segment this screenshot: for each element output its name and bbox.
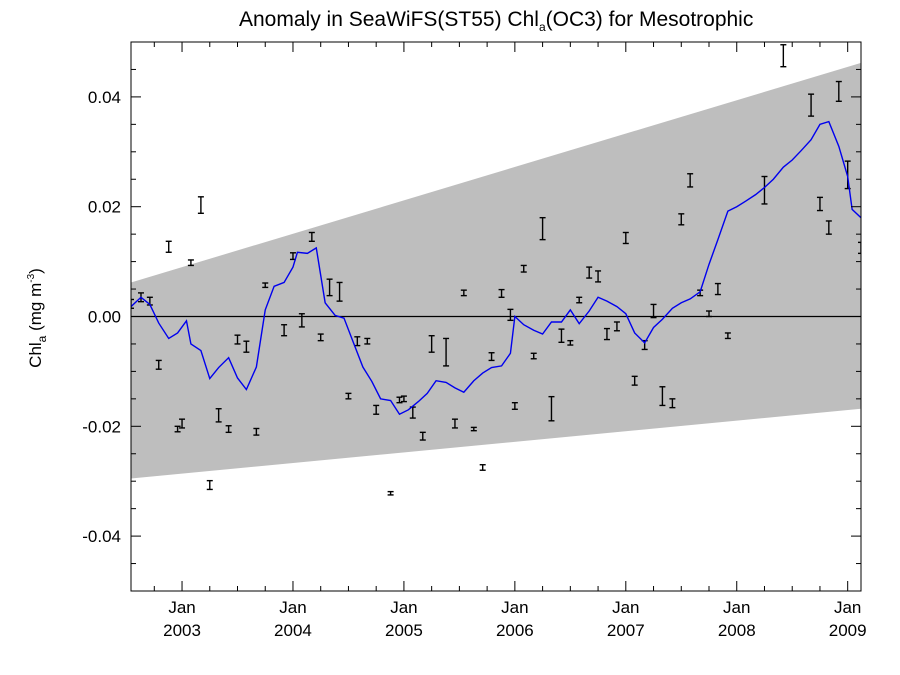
- error-bar-23: [345, 392, 352, 400]
- x-tick-label-month-5: Jan: [723, 598, 750, 617]
- error-bar-19: [308, 231, 315, 242]
- x-tick-label-year-1: 2004: [274, 621, 312, 640]
- error-bar-25: [364, 337, 371, 345]
- error-bar-3: [155, 359, 162, 370]
- error-bar-38: [488, 352, 495, 362]
- error-bar-22: [336, 281, 343, 302]
- error-bar-54: [631, 375, 638, 386]
- x-tick-label-month-1: Jan: [279, 598, 306, 617]
- error-bar-42: [520, 264, 527, 273]
- error-bar-50: [595, 270, 602, 283]
- error-bar-4: [165, 240, 172, 253]
- error-bar-14: [253, 427, 260, 436]
- error-bar-57: [659, 386, 666, 407]
- error-bar-45: [548, 395, 555, 422]
- y-tick-label-2: 0.00: [88, 308, 121, 327]
- error-bar-5: [174, 425, 181, 433]
- error-bar-40: [507, 308, 514, 322]
- y-tick-label-1: -0.02: [82, 417, 121, 436]
- error-bar-39: [498, 288, 505, 298]
- chart-title: Anomaly in SeaWiFS(ST55) Chla(OC3) for M…: [239, 8, 754, 34]
- error-bar-0: [131, 298, 134, 309]
- y-tick-label-4: 0.04: [88, 88, 121, 107]
- error-bar-26: [373, 404, 380, 415]
- error-bar-62: [706, 310, 713, 318]
- error-bar-51: [603, 327, 610, 341]
- y-tick-label-3: 0.02: [88, 198, 121, 217]
- anomaly-series-line: [131, 120, 861, 416]
- error-bar-56: [650, 303, 657, 319]
- error-bar-60: [687, 173, 694, 188]
- error-bar-28: [396, 396, 403, 404]
- x-tick-label-year-2: 2005: [385, 621, 423, 640]
- x-tick-label-month-4: Jan: [612, 598, 639, 617]
- x-tick-label-month-0: Jan: [168, 598, 195, 617]
- x-tick-label-month-2: Jan: [390, 598, 417, 617]
- error-bar-12: [234, 334, 241, 345]
- error-bar-43: [530, 352, 537, 360]
- x-tick-label-year-5: 2008: [718, 621, 756, 640]
- error-bar-41: [511, 401, 518, 410]
- error-bar-6: [179, 418, 186, 429]
- confidence-band: [131, 62, 861, 479]
- error-bar-10: [215, 408, 222, 423]
- x-tick-label-year-4: 2007: [607, 621, 645, 640]
- error-bar-70: [835, 80, 842, 102]
- error-bar-31: [419, 431, 426, 441]
- error-bar-48: [576, 296, 583, 304]
- error-bar-64: [724, 332, 731, 340]
- error-bar-46: [558, 328, 565, 344]
- error-bar-27: [387, 490, 394, 496]
- error-bar-49: [586, 266, 593, 279]
- error-bar-66: [780, 44, 787, 68]
- error-bar-58: [669, 398, 676, 409]
- error-bar-59: [678, 213, 685, 226]
- error-bar-15: [262, 282, 269, 289]
- x-tick-label-year-6: 2009: [829, 621, 867, 640]
- error-bar-47: [567, 339, 574, 346]
- error-bar-68: [816, 196, 823, 212]
- x-tick-label-year-0: 2003: [163, 621, 201, 640]
- error-bar-69: [825, 220, 832, 235]
- x-tick-label-month-3: Jan: [501, 598, 528, 617]
- x-axis: Jan 2003 Jan 2004 Jan 2005 Jan 2006 Jan 2007 Jan 20…: [153, 42, 867, 640]
- error-bar-20: [317, 333, 324, 342]
- y-axis: -0.04 -0.02 0.00 0.02 0.04: [82, 41, 861, 592]
- error-bars: [131, 44, 861, 496]
- x-tick-label-year-3: 2006: [496, 621, 534, 640]
- error-bar-7: [187, 259, 194, 267]
- error-bar-9: [206, 479, 213, 491]
- error-bar-72: [858, 241, 861, 255]
- error-bar-63: [714, 282, 721, 296]
- error-bar-53: [622, 231, 629, 245]
- error-bar-13: [243, 340, 250, 353]
- plot-area: [131, 44, 861, 496]
- error-bar-37: [479, 464, 486, 471]
- error-bar-36: [470, 426, 477, 432]
- error-bar-35: [460, 289, 467, 297]
- error-bar-33: [443, 337, 450, 367]
- y-tick-label-0: -0.04: [82, 527, 121, 546]
- error-bar-18: [298, 313, 305, 328]
- error-bar-32: [428, 335, 435, 353]
- error-bar-65: [761, 175, 768, 205]
- error-bar-16: [281, 324, 288, 337]
- x-tick-label-month-6: Jan: [834, 598, 861, 617]
- error-bar-21: [326, 278, 333, 297]
- error-bar-67: [808, 93, 815, 117]
- error-bar-8: [197, 196, 204, 214]
- error-bar-34: [451, 418, 458, 429]
- error-bar-29: [400, 395, 407, 403]
- error-bar-44: [539, 216, 546, 241]
- error-bar-11: [225, 425, 232, 434]
- error-bar-52: [613, 321, 620, 332]
